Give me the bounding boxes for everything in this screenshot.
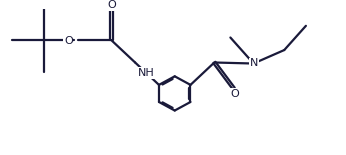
- Text: O: O: [64, 36, 73, 46]
- Text: O: O: [107, 0, 116, 10]
- Text: N: N: [249, 58, 258, 68]
- Text: O: O: [230, 89, 239, 99]
- Text: NH: NH: [138, 68, 155, 78]
